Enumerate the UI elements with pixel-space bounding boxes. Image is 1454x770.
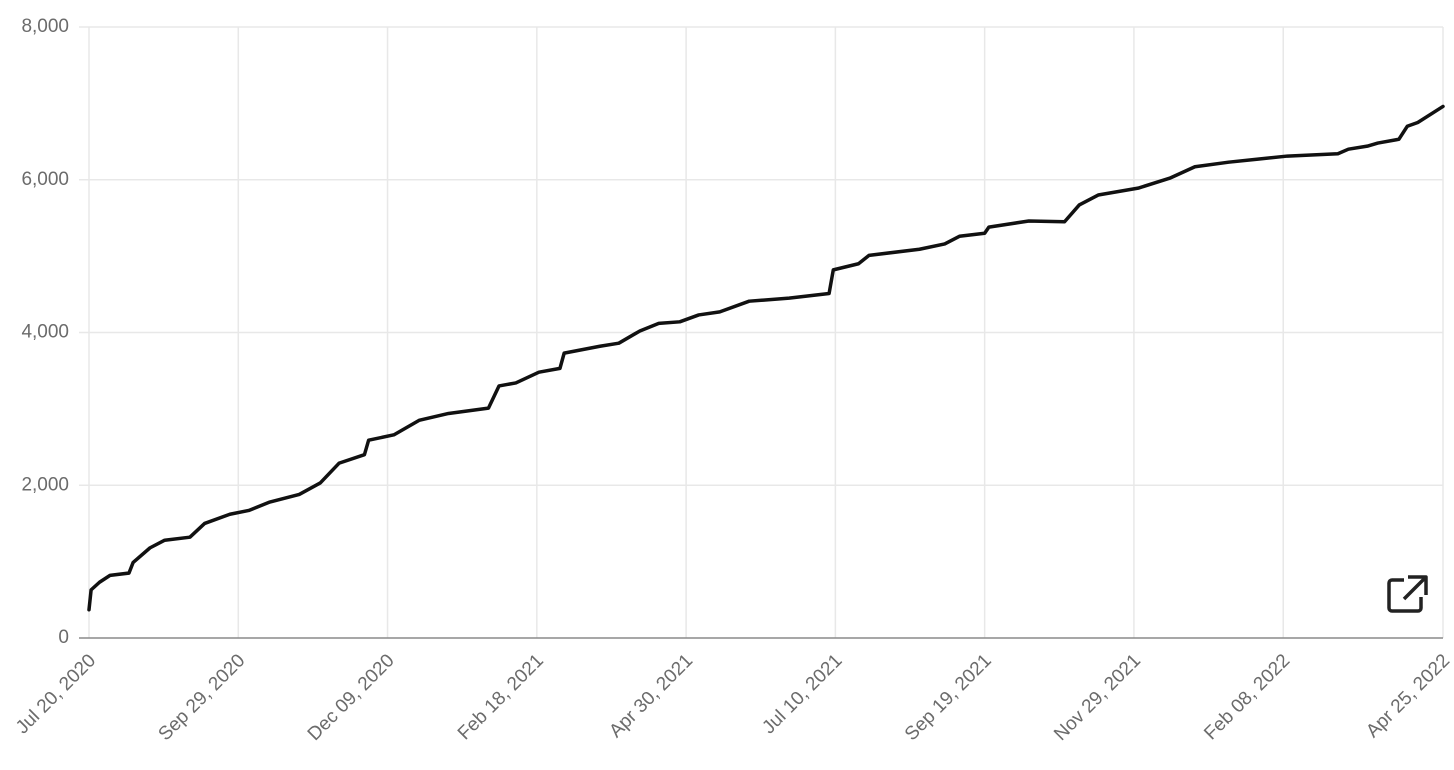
x-tick-label: Dec 09, 2020 [304, 650, 399, 745]
x-tick-label: Jul 20, 2020 [12, 650, 100, 738]
x-tick-label: Sep 29, 2020 [155, 650, 250, 745]
x-tick-label: Sep 19, 2021 [901, 650, 996, 745]
x-tick-label: Apr 25, 2022 [1362, 650, 1454, 742]
x-tick-label: Jul 10, 2021 [758, 650, 846, 738]
x-tick-label: Feb 18, 2021 [454, 650, 548, 744]
y-tick-label: 0 [58, 627, 69, 648]
y-tick-label: 8,000 [21, 16, 69, 37]
x-tick-label: Apr 30, 2021 [605, 650, 697, 742]
data-line [87, 104, 1445, 612]
open-external-icon[interactable] [1387, 575, 1428, 613]
x-tick-label: Nov 29, 2021 [1050, 650, 1145, 745]
y-tick-label: 6,000 [21, 169, 69, 190]
x-tick-label: Feb 08, 2022 [1200, 650, 1294, 744]
y-tick-label: 2,000 [21, 474, 69, 495]
y-tick-label: 4,000 [21, 322, 69, 343]
